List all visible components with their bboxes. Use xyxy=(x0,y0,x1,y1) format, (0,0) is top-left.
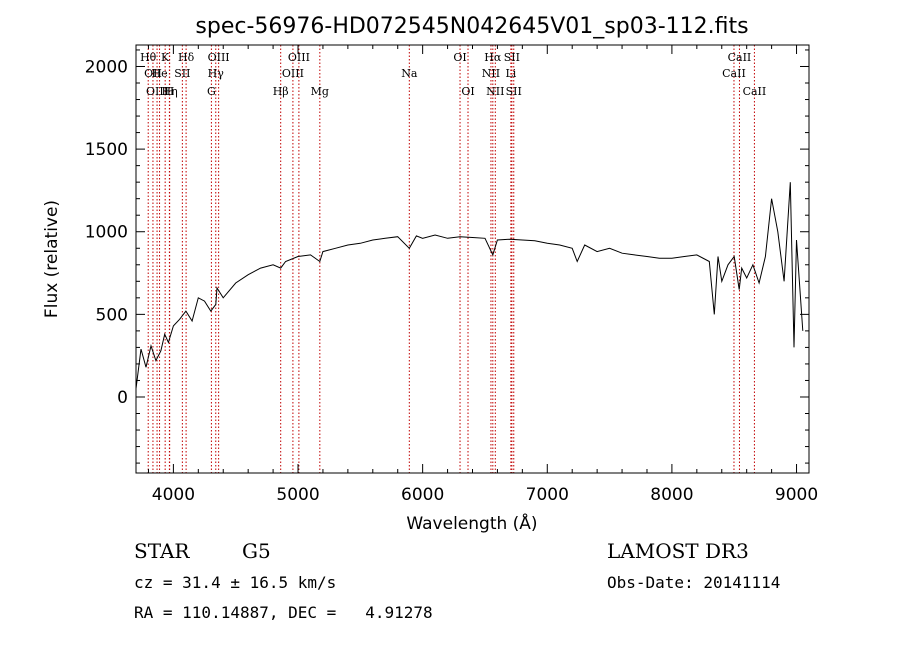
y-tick-label: 500 xyxy=(96,305,128,325)
subclass: G5 xyxy=(242,539,271,563)
line-label: He xyxy=(152,67,168,80)
y-tick-label: 0 xyxy=(117,388,128,408)
line-label: Hβ xyxy=(273,85,289,98)
x-axis-ticks: 4000 5000 6000 7000 8000 9000 xyxy=(147,45,818,505)
obs-date: Obs-Date: 20141114 xyxy=(607,573,781,592)
line-label: CaII xyxy=(728,51,752,64)
line-label: NII xyxy=(486,85,504,98)
plot-frame xyxy=(135,44,810,474)
line-label: NII xyxy=(482,67,500,80)
y-tick-label: 2000 xyxy=(85,57,128,77)
object-class: STAR xyxy=(134,539,190,563)
line-label: OIII xyxy=(282,67,304,80)
line-label: Hη xyxy=(162,85,178,98)
x-axis-label: Wavelength (Å) xyxy=(406,512,537,534)
x-tick-label: 9000 xyxy=(775,485,818,505)
line-label: OIII xyxy=(146,85,168,98)
line-label: Hα xyxy=(484,51,502,64)
redshift-cz: cz = 31.4 ± 16.5 km/s xyxy=(134,573,337,592)
line-label: Na xyxy=(401,67,418,80)
line-label: K xyxy=(161,51,170,64)
line-label: Mg xyxy=(311,85,329,98)
y-tick-label: 1500 xyxy=(85,140,128,160)
line-label: CaII xyxy=(743,85,767,98)
line-label: SII xyxy=(174,67,190,80)
x-tick-label: 7000 xyxy=(526,485,569,505)
line-label: OI xyxy=(461,85,474,98)
line-label: OIII xyxy=(208,51,230,64)
x-tick-label: 5000 xyxy=(276,485,319,505)
chart-title: spec-56976-HD072545N042645V01_sp03-112.f… xyxy=(195,14,748,39)
line-label: OI xyxy=(453,51,466,64)
line-label: Hθ xyxy=(140,51,157,64)
line-label: G xyxy=(207,85,216,98)
line-label: SII xyxy=(506,85,522,98)
x-tick-label: 8000 xyxy=(650,485,693,505)
y-axis-label: Flux (relative) xyxy=(42,200,62,318)
x-tick-label: 4000 xyxy=(152,485,195,505)
line-label: Hγ xyxy=(208,67,225,80)
y-axis-ticks: 0 500 1000 1500 2000 xyxy=(85,49,809,464)
line-label: OII xyxy=(144,67,162,80)
spectral-line-markers xyxy=(147,45,755,473)
line-label: CaII xyxy=(722,67,746,80)
spectral-line-labels: Hθ OII OIII He K HηH SII Hδ G Hγ OIII Hβ OIII OIII Mg N… xyxy=(140,51,766,98)
line-label: Hδ xyxy=(178,51,195,64)
x-tick-label: 6000 xyxy=(401,485,444,505)
ra-dec: RA = 110.14887, DEC = 4.91278 xyxy=(134,603,433,622)
survey-name: LAMOST DR3 xyxy=(607,539,749,563)
spectrum-line xyxy=(135,182,804,389)
y-tick-label: 1000 xyxy=(85,223,128,243)
line-label: SII xyxy=(504,51,520,64)
line-label: H xyxy=(165,85,175,98)
line-label: Li xyxy=(505,67,516,80)
line-label: OIII xyxy=(288,51,310,64)
